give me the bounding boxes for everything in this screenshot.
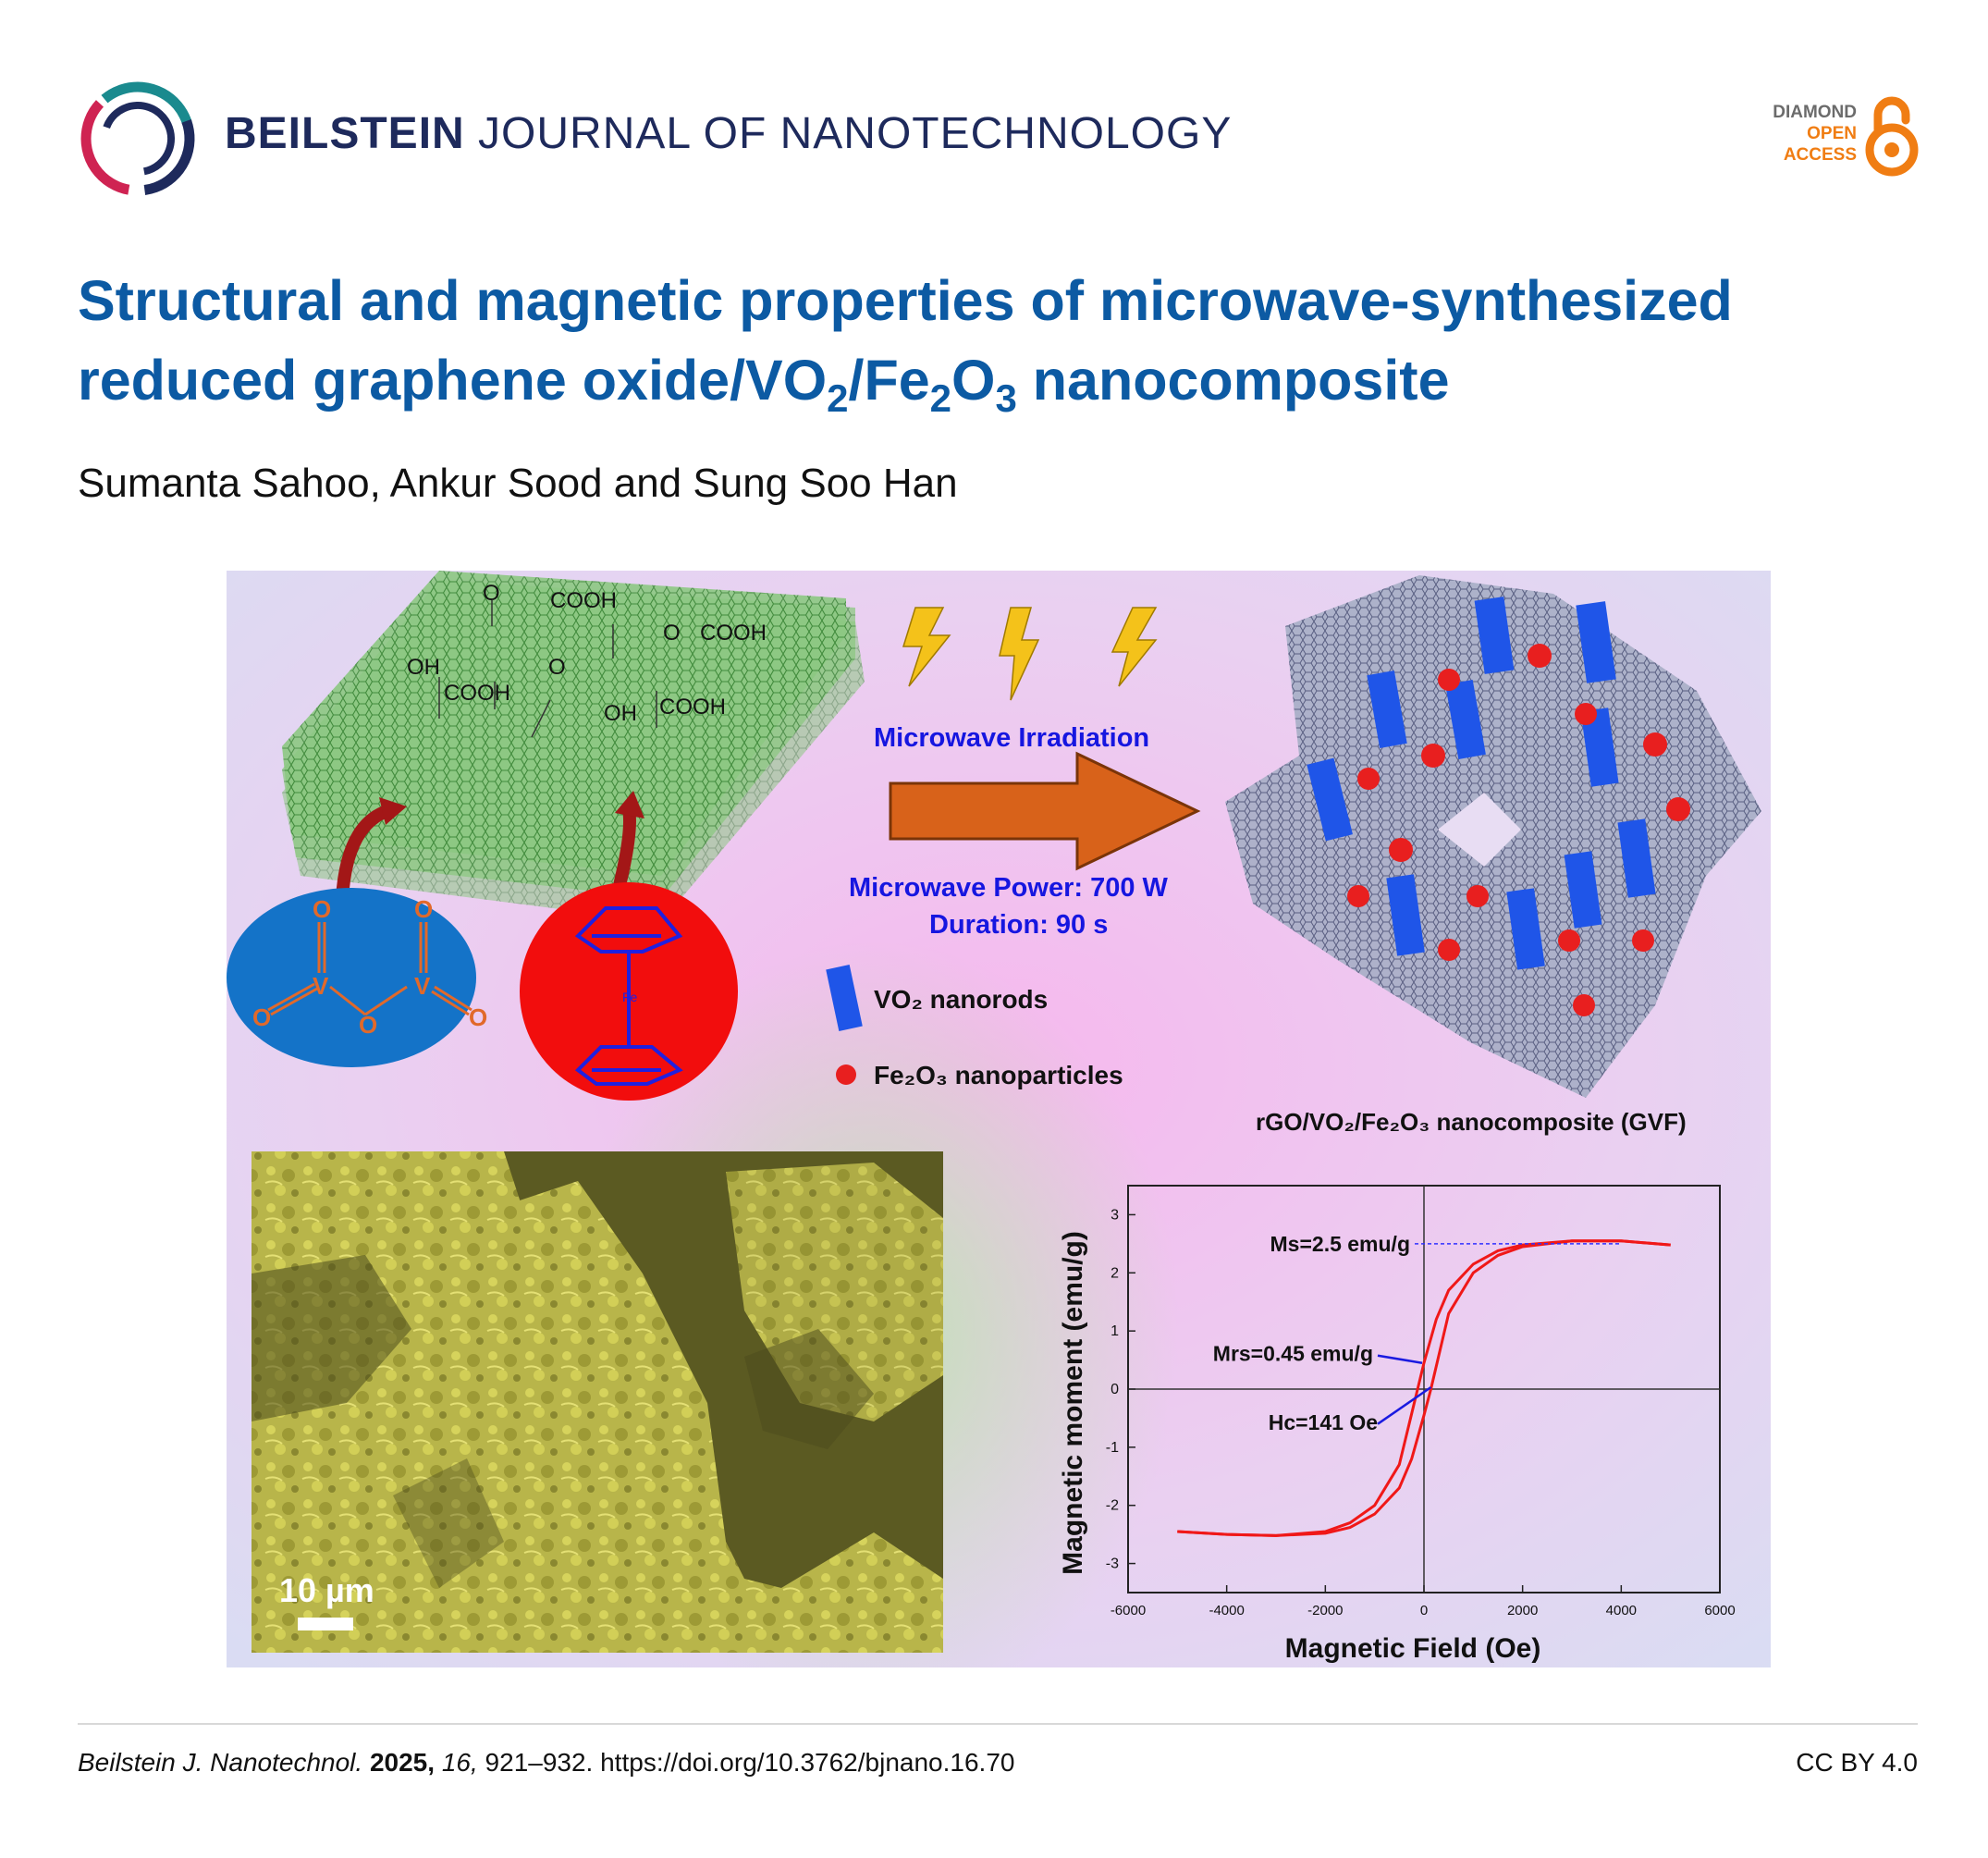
journal-name-rest: JOURNAL OF NANOTECHNOLOGY bbox=[478, 109, 1233, 158]
footer-divider bbox=[78, 1723, 1918, 1725]
fe2o3-nanoparticles bbox=[1347, 644, 1690, 1016]
x-tick-label: 4000 bbox=[1606, 1603, 1637, 1618]
chart-xlabel: Magnetic Field (Oe) bbox=[1285, 1633, 1541, 1664]
go-label: COOH bbox=[550, 588, 617, 613]
oa-line-3: ACCESS bbox=[1783, 145, 1857, 165]
fe2o3-legend-swatch bbox=[836, 1064, 856, 1085]
svg-text:V: V bbox=[414, 972, 431, 1000]
journal-logo-icon bbox=[80, 81, 195, 196]
fe-label: Fe bbox=[622, 990, 638, 1004]
svg-text:O: O bbox=[469, 1003, 487, 1031]
scale-bar bbox=[298, 1618, 353, 1630]
x-tick-label: -6000 bbox=[1111, 1603, 1146, 1618]
hc-pointer-arrow bbox=[1377, 1385, 1432, 1425]
duration-label: Duration: 90 s bbox=[929, 910, 1108, 940]
svg-text:V: V bbox=[313, 972, 329, 1000]
license-label[interactable]: CC BY 4.0 bbox=[1796, 1748, 1918, 1777]
title-text-4: nanocomposite bbox=[1016, 349, 1450, 412]
composite-label: rGO/VO₂/Fe₂O₃ nanocomposite (GVF) bbox=[1256, 1108, 1687, 1136]
ferrocene-molecule: Fe bbox=[520, 882, 738, 1101]
go-label: OH bbox=[407, 655, 440, 680]
y-tick-label: -1 bbox=[1106, 1440, 1119, 1456]
title-text-3: O bbox=[951, 349, 996, 412]
lightning-bolt-icon bbox=[902, 607, 1158, 701]
citation-volume: 16, bbox=[441, 1748, 478, 1777]
y-tick-label: -3 bbox=[1106, 1557, 1119, 1572]
journal-name-bold: BEILSTEIN bbox=[225, 109, 465, 158]
y-tick-label: 1 bbox=[1111, 1323, 1119, 1339]
citation: Beilstein J. Nanotechnol. 2025, 16, 921–… bbox=[78, 1748, 1014, 1778]
title-text-1: Structural and magnetic properties of mi… bbox=[78, 269, 1733, 412]
y-tick-label: -2 bbox=[1106, 1498, 1119, 1514]
x-tick-label: -4000 bbox=[1209, 1603, 1244, 1618]
y-tick-label: 3 bbox=[1111, 1207, 1119, 1223]
mrs-annotation: Mrs=0.45 emu/g bbox=[1213, 1342, 1373, 1366]
svg-text:O: O bbox=[414, 895, 433, 923]
go-label: O bbox=[548, 655, 566, 680]
go-label: O bbox=[663, 621, 681, 646]
legend: VO₂ nanorods Fe₂O₃ nanoparticles bbox=[826, 965, 1123, 1089]
citation-journal: Beilstein J. Nanotechnol. bbox=[78, 1748, 363, 1777]
title-sub-3: 3 bbox=[995, 376, 1017, 421]
v2o5-molecule: O O V V O O O bbox=[227, 888, 487, 1067]
y-tick-label: 2 bbox=[1111, 1265, 1119, 1281]
open-access-lock-icon bbox=[1865, 96, 1919, 177]
oa-line-2: OPEN bbox=[1807, 124, 1857, 143]
hysteresis-branch-2 bbox=[1177, 1239, 1671, 1537]
fe2o3-legend-label: Fe₂O₃ nanoparticles bbox=[874, 1061, 1123, 1089]
x-tick-label: 2000 bbox=[1507, 1603, 1538, 1618]
citation-year: 2025, bbox=[369, 1748, 436, 1777]
article-title: Structural and magnetic properties of mi… bbox=[78, 261, 1918, 438]
citation-doi-link[interactable]: 921–932. https://doi.org/10.3762/bjnano.… bbox=[485, 1748, 1015, 1777]
go-label: OH bbox=[604, 701, 637, 726]
y-tick-label: 0 bbox=[1111, 1382, 1119, 1397]
journal-name[interactable]: BEILSTEIN JOURNAL OF NANOTECHNOLOGY bbox=[225, 108, 1232, 159]
svg-text:O: O bbox=[313, 895, 331, 923]
ms-annotation: Ms=2.5 emu/g bbox=[1270, 1232, 1410, 1256]
sem-image bbox=[252, 1151, 943, 1653]
process-arrow-icon bbox=[889, 751, 1201, 871]
hc-annotation: Hc=141 Oe bbox=[1269, 1410, 1378, 1434]
vo2-nanorods bbox=[1307, 597, 1656, 970]
vo2-legend-label: VO₂ nanorods bbox=[874, 985, 1048, 1014]
x-tick-label: 0 bbox=[1420, 1603, 1428, 1618]
graphene-oxide-sheet bbox=[282, 571, 865, 922]
chart-ylabel: Magnetic moment (emu/g) bbox=[1058, 1231, 1088, 1575]
article-authors: Sumanta Sahoo, Ankur Sood and Sung Soo H… bbox=[78, 461, 958, 506]
hysteresis-chart: Magnetic moment (emu/g) Magnetic Field (… bbox=[1058, 1185, 1736, 1664]
go-label: O bbox=[483, 581, 500, 606]
go-label: COOH bbox=[444, 681, 510, 706]
svg-text:O: O bbox=[252, 1003, 271, 1031]
mrs-pointer-arrow bbox=[1377, 1354, 1423, 1364]
microwave-irradiation-label: Microwave Irradiation bbox=[874, 723, 1149, 753]
scale-bar-label: 10 µm bbox=[279, 1571, 374, 1609]
x-tick-label: -2000 bbox=[1307, 1603, 1343, 1618]
title-text-2: /Fe bbox=[848, 349, 930, 412]
open-access-badge-text: DIAMOND OPEN ACCESS bbox=[1748, 102, 1857, 166]
go-label: COOH bbox=[659, 695, 726, 720]
x-tick-label: 6000 bbox=[1704, 1603, 1735, 1618]
oa-line-1: DIAMOND bbox=[1773, 103, 1857, 122]
vo2-legend-swatch bbox=[826, 965, 863, 1031]
title-sub-2: 2 bbox=[929, 376, 952, 421]
microwave-power-label: Microwave Power: 700 W bbox=[849, 873, 1169, 903]
go-label: COOH bbox=[700, 621, 767, 646]
go-functional-groups: O COOH O COOH OH O COOH OH COOH bbox=[407, 581, 767, 726]
svg-text:O: O bbox=[359, 1011, 377, 1039]
rgo-composite-illustration bbox=[1225, 575, 1761, 1098]
title-sub-1: 2 bbox=[827, 376, 849, 421]
